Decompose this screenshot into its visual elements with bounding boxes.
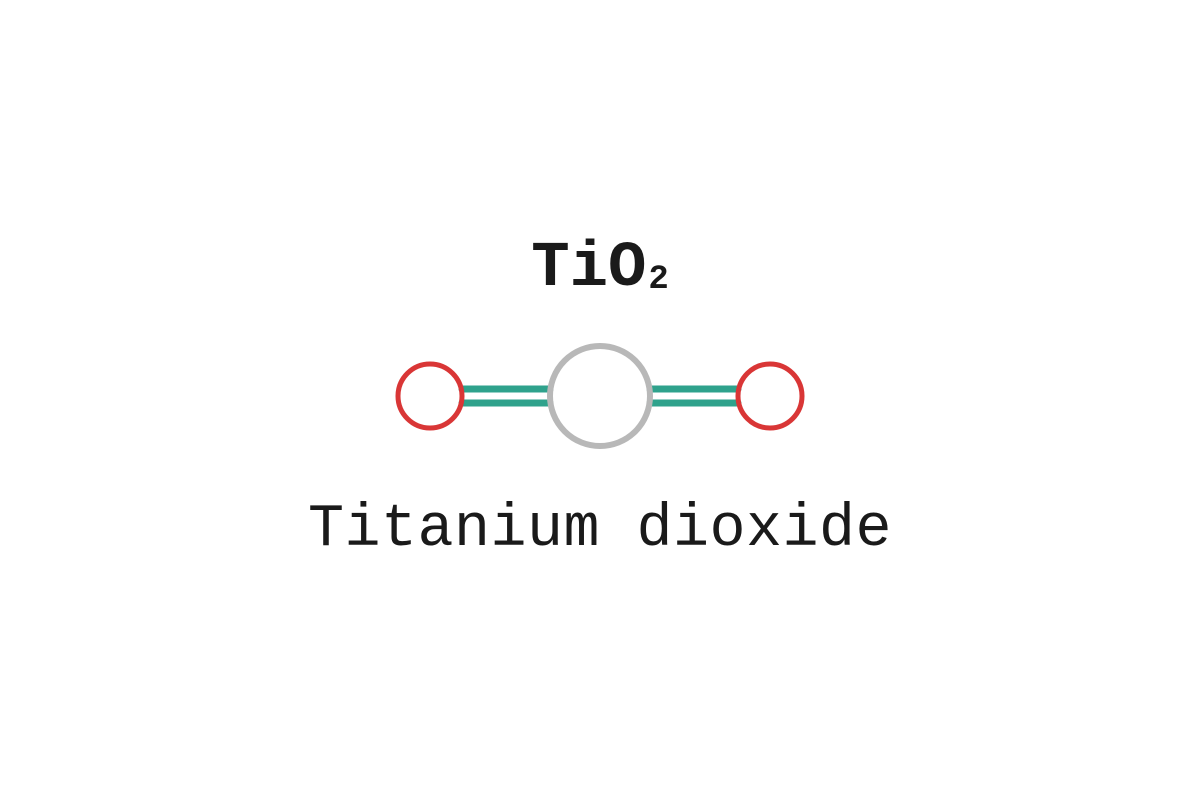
diagram-container: TiO 2 Titanium dioxide	[308, 237, 892, 564]
formula-subscript: 2	[648, 263, 668, 297]
molecule-diagram	[360, 331, 840, 466]
bond-right	[650, 389, 738, 403]
formula-main-text: TiO	[531, 237, 646, 301]
atom-oxygen-left	[398, 364, 462, 428]
chemical-formula: TiO 2	[531, 237, 669, 301]
atom-oxygen-right	[738, 364, 802, 428]
atom-titanium-center	[550, 346, 650, 446]
compound-name: Titanium dioxide	[308, 496, 892, 564]
bond-left	[462, 389, 550, 403]
molecule-svg	[360, 331, 840, 461]
